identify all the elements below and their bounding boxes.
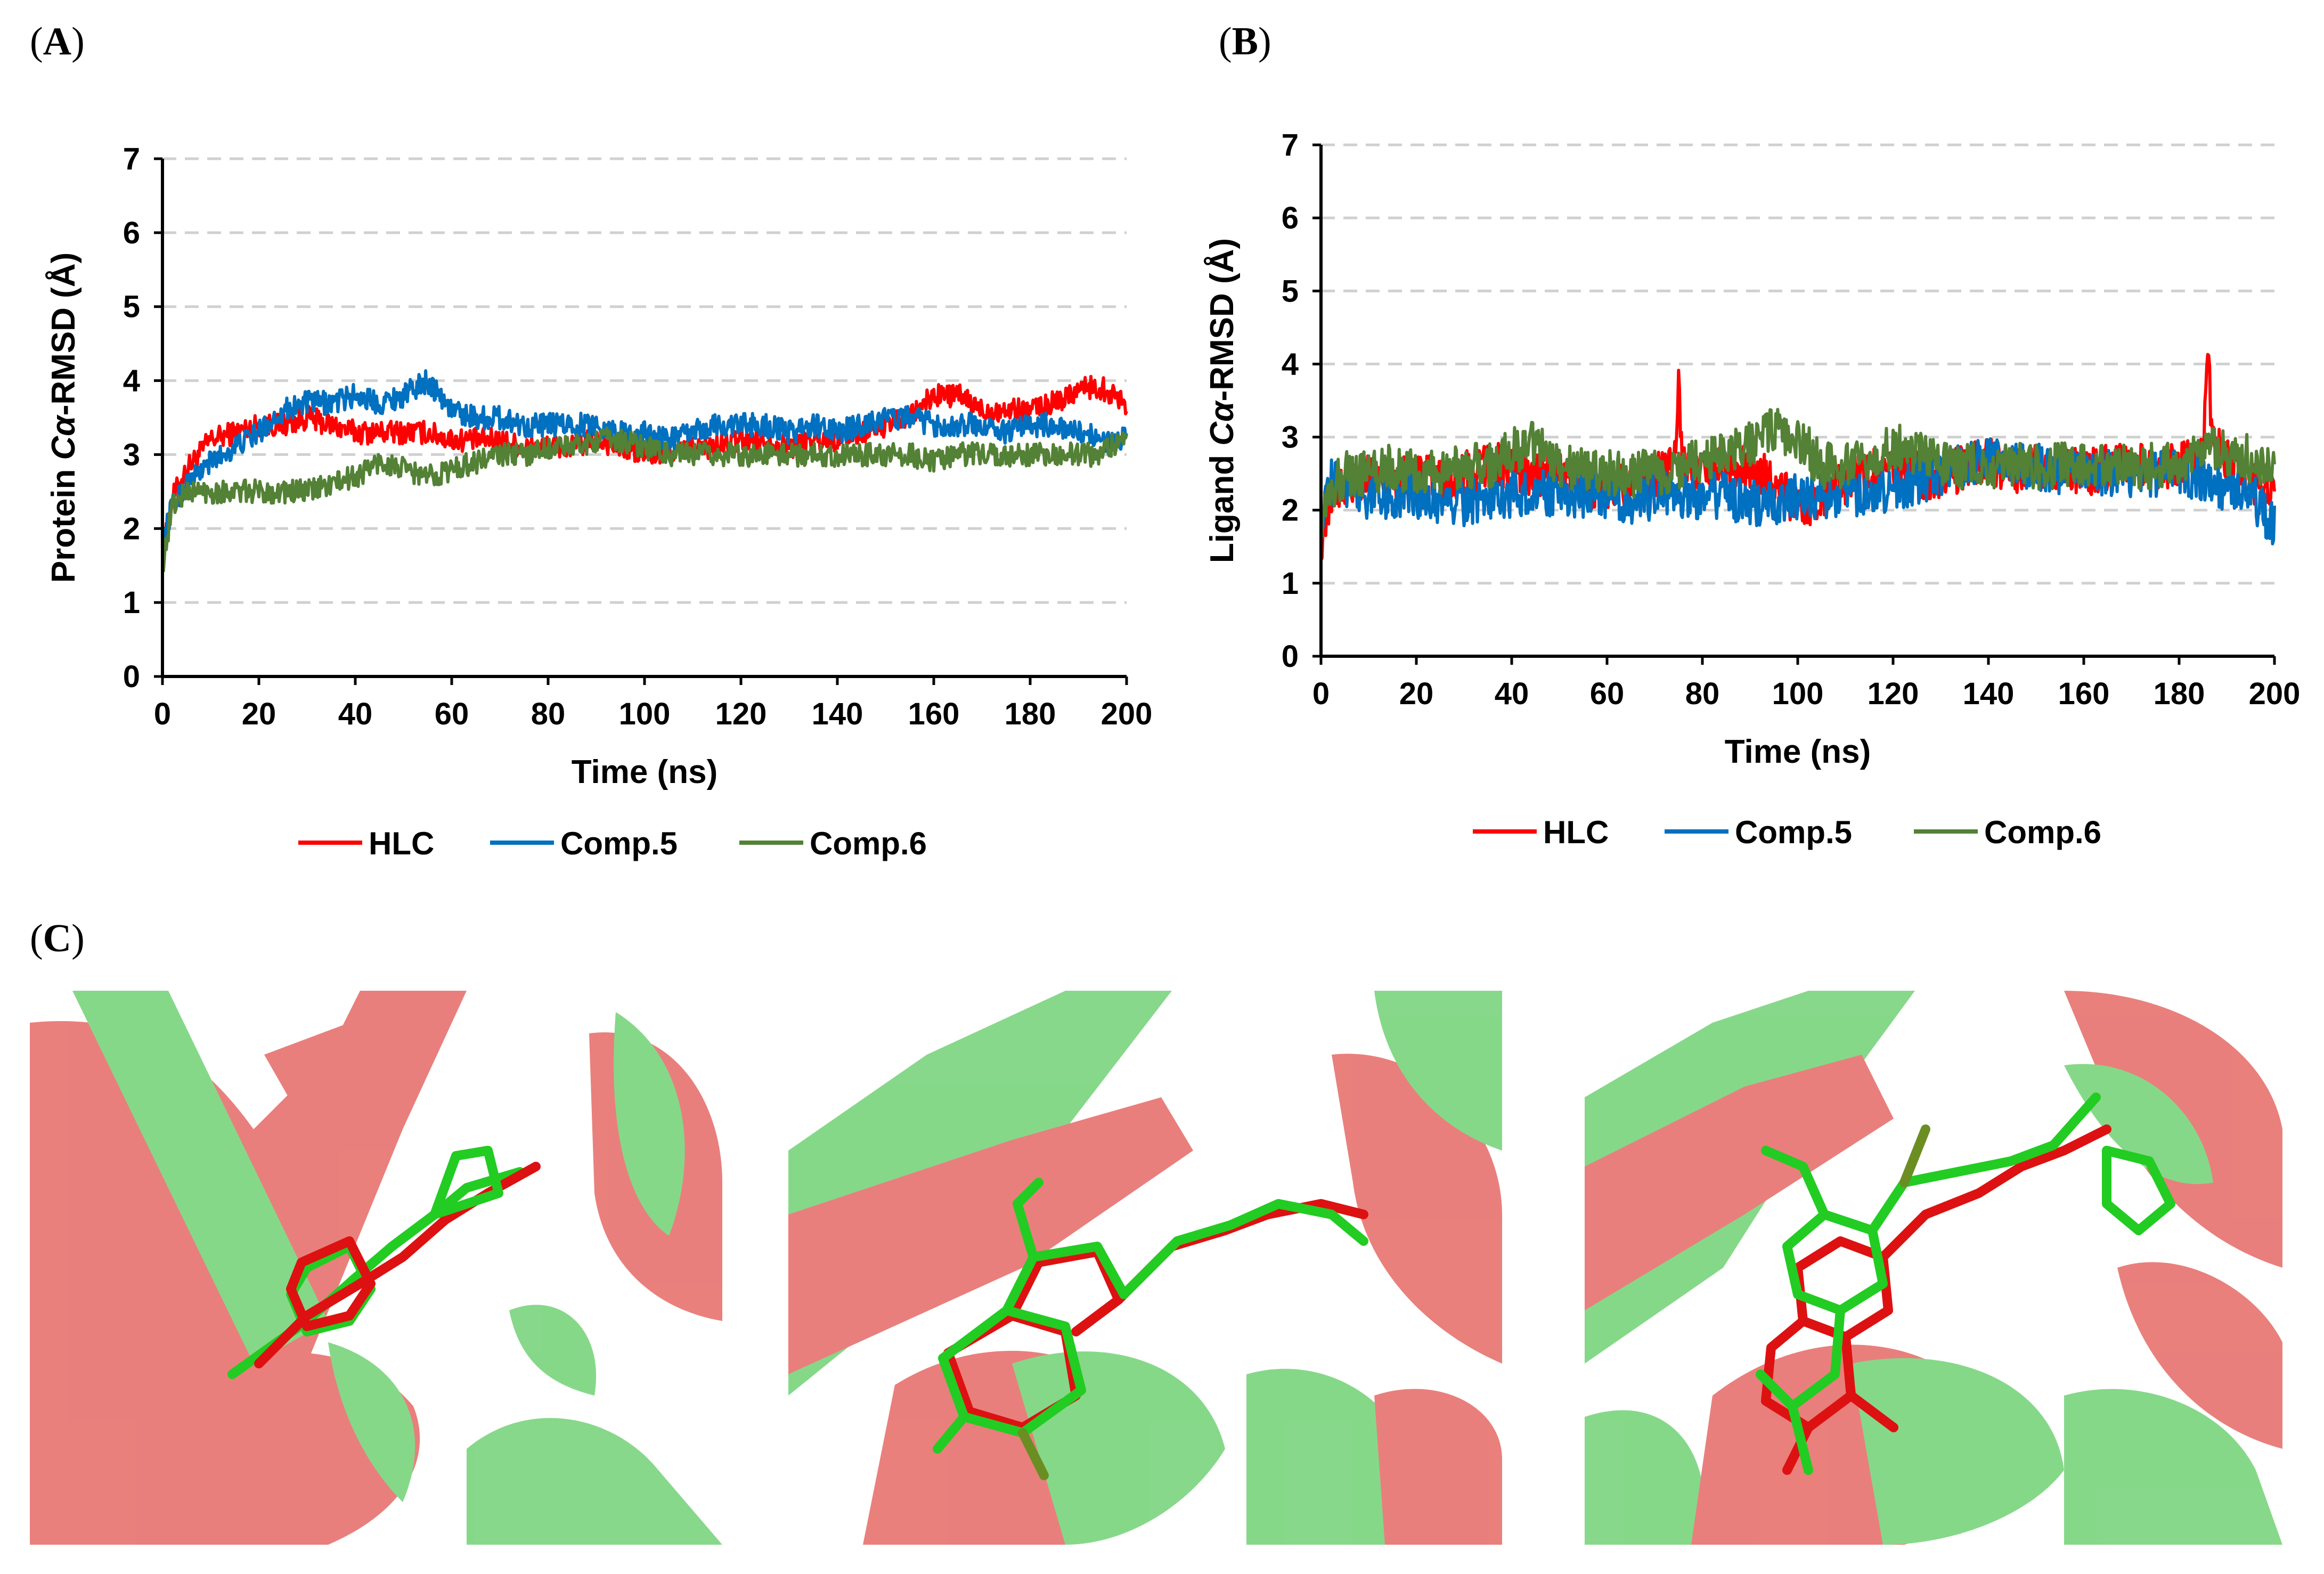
y-tick-label: 2 bbox=[1282, 493, 1299, 528]
x-tick-label: 180 bbox=[2154, 676, 2205, 711]
docking-pose-overlay-2 bbox=[788, 991, 1502, 1545]
x-tick-label: 140 bbox=[1963, 676, 2015, 711]
y-tick-label: 6 bbox=[1282, 201, 1299, 235]
x-tick-label: 0 bbox=[1312, 676, 1330, 711]
docking-pose-overlay-3 bbox=[1585, 991, 2282, 1545]
x-tick-label: 120 bbox=[1868, 676, 1919, 711]
legend-label: Comp.6 bbox=[1984, 814, 2101, 850]
x-tick-label: 160 bbox=[2058, 676, 2110, 711]
y-tick-label: 5 bbox=[1282, 274, 1299, 308]
legend-label: HLC bbox=[1543, 814, 1609, 850]
y-axis-title: Ligand Cα-RMSD (Å) bbox=[1204, 238, 1241, 563]
y-tick-label: 3 bbox=[1282, 420, 1299, 455]
x-tick-label: 20 bbox=[1399, 676, 1434, 711]
docking-pose-overlay-1 bbox=[30, 991, 722, 1545]
y-tick-label: 0 bbox=[1282, 639, 1299, 674]
x-axis-title: Time (ns) bbox=[1725, 733, 1871, 770]
panel-label-c: (C) bbox=[30, 916, 85, 961]
chart-b-ligand-rmsd: 0 1 2 3 4 5 6 7 0 20 40 60 80 100 120 140 160 180 200 Time … bbox=[0, 0, 2324, 906]
legend-label: Comp.5 bbox=[1735, 814, 1852, 850]
x-tick-label: 60 bbox=[1590, 676, 1625, 711]
x-tick-label: 200 bbox=[2249, 676, 2301, 711]
x-tick-label: 80 bbox=[1685, 676, 1720, 711]
y-tick-label: 4 bbox=[1282, 347, 1299, 381]
x-tick-label: 40 bbox=[1495, 676, 1529, 711]
x-tick-label: 100 bbox=[1772, 676, 1824, 711]
y-tick-label: 7 bbox=[1282, 128, 1299, 162]
y-tick-label: 1 bbox=[1282, 566, 1299, 601]
